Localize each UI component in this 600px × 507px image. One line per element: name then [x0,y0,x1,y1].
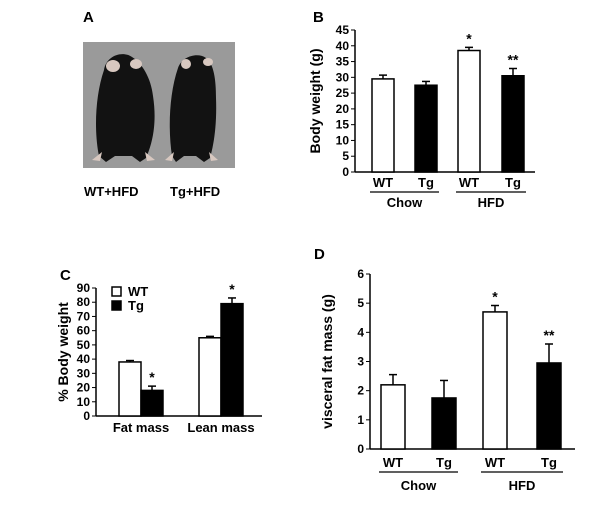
chart-b-category-label: Tg [505,175,521,190]
mouse-wt-silhouette [92,54,155,162]
chart-c-significance: * [229,281,235,297]
chart-c-y-tick-label: 40 [77,352,91,366]
chart-c-bar [118,361,142,417]
chart-d-y-tick-label: 3 [357,355,364,369]
chart-c-category-label: Lean mass [187,420,254,435]
chart-b-bar [414,84,438,173]
chart-d-y-tick-label: 0 [357,442,364,456]
panel-a-letter: A [83,9,94,26]
chart-d-y-tick-label: 2 [357,384,364,398]
panel-d-letter: D [314,246,325,263]
chart-d-group-label: HFD [509,478,536,493]
chart-c-y-tick-label: 0 [83,409,90,423]
chart-d-y-axis-title: visceral fat mass (g) [319,294,335,429]
chart-d-visceral-fat-mass: 0 1 2 3 4 5 6 visceral fat mass (g) WT Tg * WT ** Tg C… [319,267,575,493]
chart-b-y-tick-label: 35 [336,55,350,69]
chart-c-significance: * [149,369,155,385]
chart-c-y-tick-label: 70 [77,309,91,323]
chart-b-bar [371,78,395,173]
chart-c-legend-label: WT [128,284,148,299]
chart-b-y-tick-label: 30 [336,70,350,84]
chart-d-y-tick-label: 1 [357,413,364,427]
chart-d-category-label: WT [485,455,505,470]
chart-c-y-axis-title: % Body weight [55,302,71,402]
chart-b-y-tick-label: 5 [342,149,349,163]
chart-d-y-tick-label: 6 [357,267,364,281]
chart-b-category-label: WT [459,175,479,190]
chart-b-y-tick-label: 20 [336,102,350,116]
chart-b-y-tick-label: 45 [336,23,350,37]
chart-d-category-label: Tg [541,455,557,470]
chart-b-y-axis-title: Body weight (g) [307,49,323,154]
chart-b-group-label: HFD [478,195,505,210]
chart-d-group-label: Chow [401,478,437,493]
chart-b-significance: ** [508,51,519,67]
chart-d-bar [380,384,406,450]
chart-b-y-tick-label: 25 [336,86,350,100]
chart-c-y-tick-label: 50 [77,338,91,352]
chart-c-y-tick-label: 80 [77,295,91,309]
chart-d-bar [482,311,508,450]
chart-b-y-tick-label: 15 [336,118,350,132]
chart-c-y-tick-label: 90 [77,281,91,295]
chart-c-legend-swatch [111,300,122,311]
chart-c-legend-swatch [111,286,122,297]
chart-d-y-tick-label: 4 [357,325,364,339]
chart-d-significance: ** [544,327,555,343]
panel-b-letter: B [313,9,324,26]
chart-c-legend-label: Tg [128,298,144,313]
chart-d-significance: * [492,289,498,305]
panel-a: A WT+HFD Tg+HFD [83,9,235,199]
chart-b-group-label: Chow [387,195,423,210]
chart-b-y-tick-label: 40 [336,39,350,53]
chart-d-category-label: Tg [436,455,452,470]
chart-d-y-tick-label: 5 [357,296,364,310]
chart-b-y-tick-label: 10 [336,133,350,147]
panel-c-letter: C [60,267,71,284]
chart-c-y-tick-label: 20 [77,381,91,395]
mouse-tg-silhouette [165,55,218,163]
photo-label-wt-hfd: WT+HFD [84,184,139,199]
chart-b-y-tick-label: 0 [342,165,349,179]
chart-d-category-label: WT [383,455,403,470]
chart-b-bar [457,49,481,173]
chart-d-bar [536,362,562,450]
chart-b-category-label: Tg [418,175,434,190]
photo-label-tg-hfd: Tg+HFD [170,184,220,199]
chart-c-bar [198,337,222,417]
chart-b-significance: * [466,30,472,46]
chart-c-category-label: Fat mass [113,420,169,435]
chart-c-y-tick-label: 30 [77,366,91,380]
chart-b-category-label: WT [373,175,393,190]
chart-d-bar [431,397,457,450]
chart-c-y-tick-label: 60 [77,324,91,338]
chart-c-y-tick-label: 10 [77,395,91,409]
chart-c-bar [220,302,244,417]
chart-c-bar [140,389,164,417]
chart-b-bar [501,75,525,173]
